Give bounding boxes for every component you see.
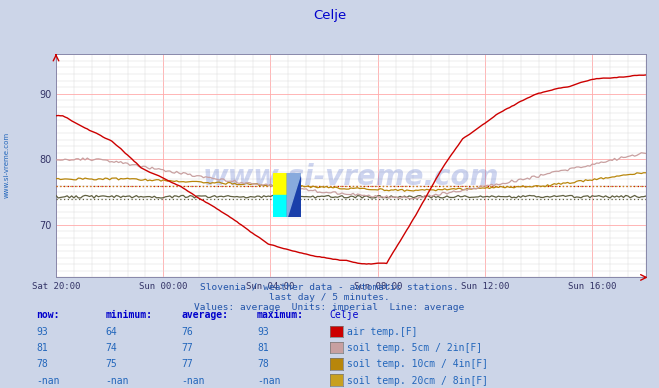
Text: maximum:: maximum: bbox=[257, 310, 304, 320]
Text: 75: 75 bbox=[105, 359, 117, 369]
Text: 93: 93 bbox=[36, 327, 48, 337]
Text: soil temp. 10cm / 4in[F]: soil temp. 10cm / 4in[F] bbox=[347, 359, 488, 369]
Text: 78: 78 bbox=[36, 359, 48, 369]
Text: 78: 78 bbox=[257, 359, 269, 369]
Text: 64: 64 bbox=[105, 327, 117, 337]
Text: soil temp. 5cm / 2in[F]: soil temp. 5cm / 2in[F] bbox=[347, 343, 482, 353]
Text: 74: 74 bbox=[105, 343, 117, 353]
Text: -nan: -nan bbox=[181, 376, 205, 386]
Text: Celje: Celje bbox=[330, 310, 359, 320]
Text: 77: 77 bbox=[181, 359, 193, 369]
Text: Celje: Celje bbox=[313, 9, 346, 22]
Bar bbox=[273, 195, 287, 217]
Text: soil temp. 20cm / 8in[F]: soil temp. 20cm / 8in[F] bbox=[347, 376, 488, 386]
Text: average:: average: bbox=[181, 310, 228, 320]
Text: 76: 76 bbox=[181, 327, 193, 337]
Text: air temp.[F]: air temp.[F] bbox=[347, 327, 417, 337]
Text: -nan: -nan bbox=[257, 376, 281, 386]
Polygon shape bbox=[287, 173, 301, 217]
Text: last day / 5 minutes.: last day / 5 minutes. bbox=[269, 293, 390, 302]
Text: 81: 81 bbox=[257, 343, 269, 353]
Text: -nan: -nan bbox=[105, 376, 129, 386]
Text: 93: 93 bbox=[257, 327, 269, 337]
Text: www.si-vreme.com: www.si-vreme.com bbox=[3, 132, 10, 198]
Text: now:: now: bbox=[36, 310, 60, 320]
Text: Slovenia / weather data - automatic stations.: Slovenia / weather data - automatic stat… bbox=[200, 282, 459, 291]
Text: minimum:: minimum: bbox=[105, 310, 152, 320]
Text: Values: average  Units: imperial  Line: average: Values: average Units: imperial Line: av… bbox=[194, 303, 465, 312]
Text: www.si-vreme.com: www.si-vreme.com bbox=[203, 163, 499, 191]
Text: -nan: -nan bbox=[36, 376, 60, 386]
Bar bbox=[273, 173, 287, 195]
Bar bbox=[287, 173, 301, 217]
Text: 77: 77 bbox=[181, 343, 193, 353]
Text: 81: 81 bbox=[36, 343, 48, 353]
